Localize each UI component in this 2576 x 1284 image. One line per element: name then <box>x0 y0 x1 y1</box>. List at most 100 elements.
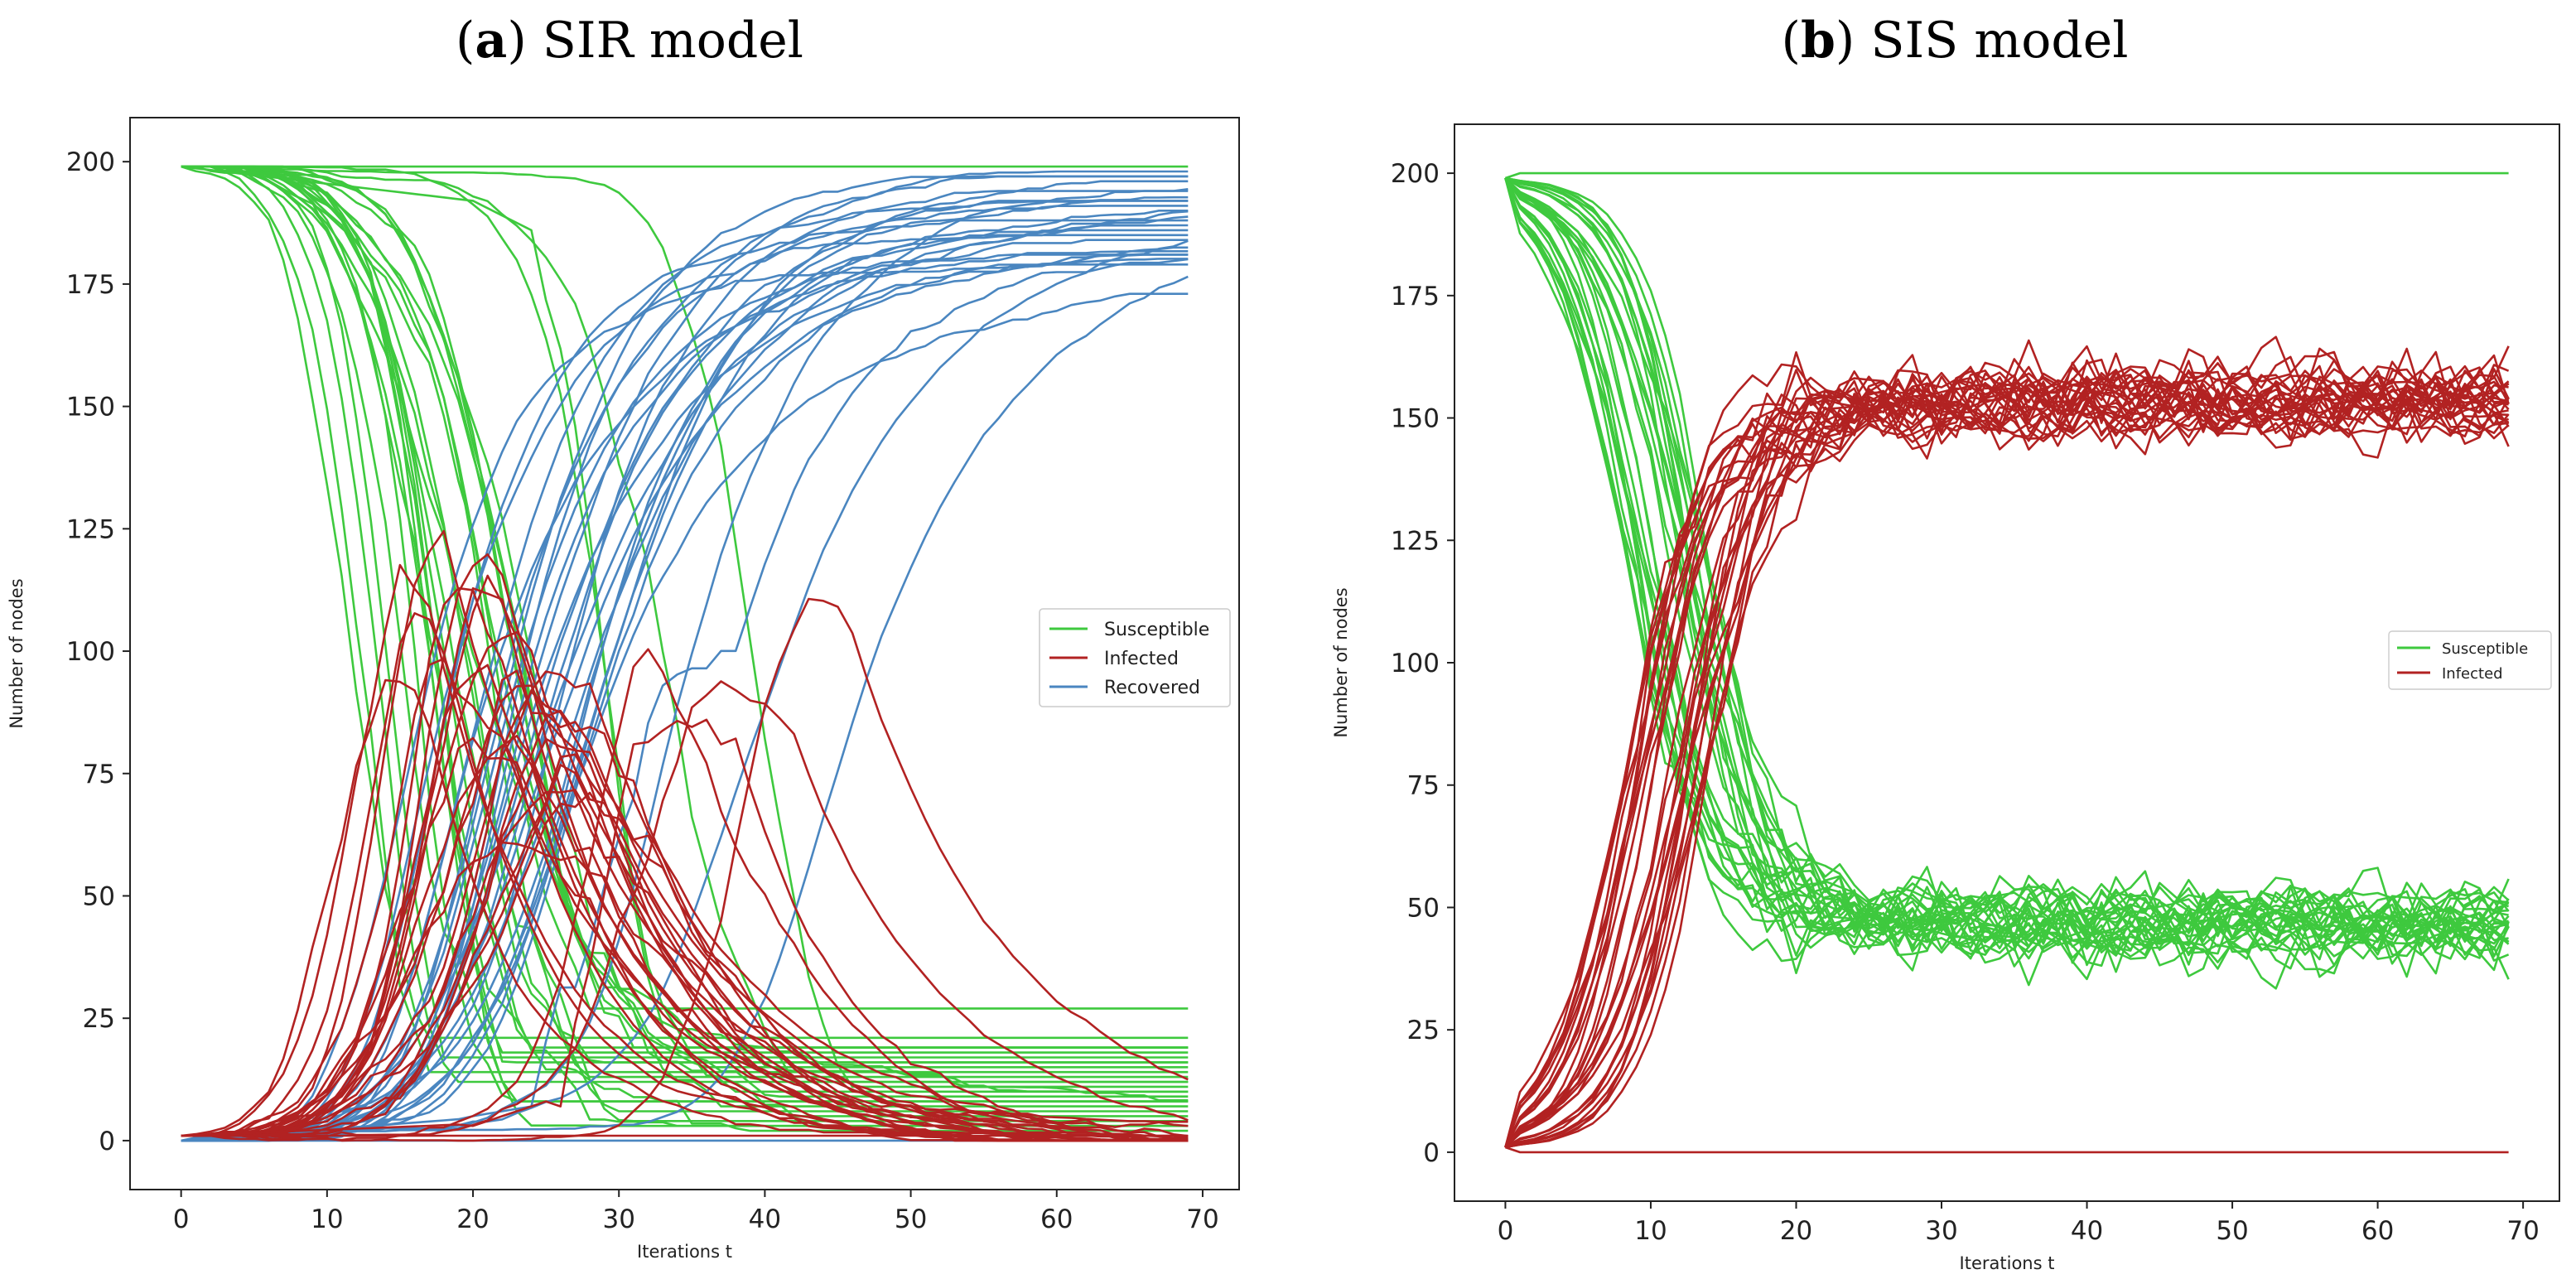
panel-b-legend: Susceptible Infected <box>2388 630 2552 690</box>
susceptible-run-line <box>181 165 1189 1093</box>
infected-run-line <box>1504 347 2509 1148</box>
recovered-run-line <box>181 219 1189 1142</box>
infected-run-line <box>181 718 1189 1137</box>
y-tick-label: 150 <box>1391 404 1440 434</box>
recovered-run-line <box>181 253 1189 1142</box>
recovered-run-line <box>181 190 1189 1142</box>
x-tick-label: 0 <box>1498 1216 1514 1246</box>
recovered-run-line <box>181 180 1189 1142</box>
x-tick-label: 0 <box>173 1204 190 1234</box>
infected-run-line <box>181 737 1189 1142</box>
susceptible-run-line <box>181 165 1189 1093</box>
infected-run-line <box>1504 348 2510 1148</box>
x-tick-label: 20 <box>1780 1216 1812 1246</box>
infected-run-line <box>1505 385 2510 1149</box>
x-tick-label: 60 <box>1040 1204 1073 1234</box>
panel-a-plot-frame <box>129 117 1240 1190</box>
x-tick-label: 10 <box>311 1204 343 1234</box>
susceptible-run-line <box>1504 177 2510 957</box>
susceptible-run-line <box>181 165 1189 1089</box>
infected-run-line <box>181 789 1189 1137</box>
legend-label-recovered: Recovered <box>1104 678 1200 698</box>
y-tick-label: 125 <box>1391 526 1440 556</box>
x-tick-label: 50 <box>2216 1216 2248 1246</box>
susceptible-run-line <box>181 165 1189 1108</box>
y-tick-label: 200 <box>66 147 115 177</box>
y-tick-label: 50 <box>83 881 115 911</box>
infected-run-line <box>1504 345 2510 1148</box>
recovered-run-line <box>181 246 1189 1142</box>
y-tick-label: 175 <box>66 270 115 300</box>
infected-run-line <box>181 574 1189 1142</box>
susceptible-run-line <box>1504 177 2509 978</box>
x-axis-label: Iterations t <box>1960 1253 2055 1273</box>
legend-label-infected: Infected <box>2442 665 2503 683</box>
infected-run-line <box>181 648 1189 1142</box>
susceptible-run-line <box>181 165 1189 1040</box>
y-tick-label: 25 <box>83 1004 115 1034</box>
recovered-run-line <box>181 215 1189 1142</box>
panel-a-legend: Susceptible Infected Recovered <box>1039 608 1231 707</box>
legend-label-susceptible: Susceptible <box>2442 640 2528 658</box>
y-tick-label: 175 <box>1391 282 1440 311</box>
infected-run-line <box>181 680 1189 1139</box>
x-tick-label: 70 <box>2506 1216 2539 1246</box>
panel-b-series-susceptible <box>1504 171 2510 990</box>
susceptible-run-line <box>1504 177 2510 960</box>
y-tick-label: 100 <box>66 637 115 667</box>
infected-run-line <box>1504 381 2510 1148</box>
infected-run-line <box>181 597 1189 1142</box>
x-tick-label: 40 <box>749 1204 781 1234</box>
infected-run-line <box>1504 378 2510 1148</box>
y-tick-label: 200 <box>1391 159 1440 189</box>
infected-run-line <box>1504 369 2510 1148</box>
recovered-run-line <box>181 200 1189 1142</box>
legend-box <box>2388 630 2552 690</box>
x-tick-label: 50 <box>895 1204 927 1234</box>
susceptible-run-line <box>1504 177 2509 973</box>
susceptible-run-line <box>181 165 1189 1103</box>
panel-b-axes: 0 10 20 30 40 50 60 70 0 25 50 75 100 125 150 175 200 Ite… <box>1331 159 2540 1273</box>
legend-box <box>1039 608 1231 707</box>
x-tick-label: 60 <box>2361 1216 2394 1246</box>
x-tick-label: 20 <box>456 1204 489 1234</box>
y-tick-label: 0 <box>99 1127 115 1156</box>
infected-run-line <box>1505 378 2510 1149</box>
y-tick-label: 25 <box>1407 1016 1440 1045</box>
y-axis-label: Number of nodes <box>7 578 27 728</box>
susceptible-run-line <box>181 165 1189 1079</box>
x-axis-label: Iterations t <box>637 1242 732 1262</box>
y-tick-label: 0 <box>1423 1138 1440 1168</box>
x-tick-label: 30 <box>1925 1216 1957 1246</box>
susceptible-run-line <box>181 165 1189 1064</box>
panel-a-series-infected <box>181 529 1189 1142</box>
legend-label-infected: Infected <box>1104 649 1179 669</box>
x-tick-label: 10 <box>1634 1216 1667 1246</box>
susceptible-run-line <box>1504 171 2509 180</box>
susceptible-run-line <box>1504 177 2510 977</box>
y-tick-label: 100 <box>1391 649 1440 678</box>
susceptible-run-line <box>1504 177 2510 981</box>
susceptible-run-line <box>1504 177 2510 980</box>
y-tick-label: 75 <box>1407 771 1440 801</box>
susceptible-run-line <box>1504 176 2510 987</box>
infected-run-line <box>181 612 1189 1142</box>
panel-b-series-infected <box>1504 335 2510 1154</box>
x-tick-label: 70 <box>1186 1204 1218 1234</box>
susceptible-run-line <box>181 165 1189 1098</box>
recovered-run-line <box>181 250 1189 1142</box>
y-tick-label: 125 <box>66 514 115 544</box>
panel-b-title: (b) SIS model <box>1781 12 2129 70</box>
legend-label-susceptible: Susceptible <box>1104 620 1209 640</box>
panel-a-series-recovered <box>181 170 1189 1142</box>
y-tick-label: 150 <box>66 393 115 422</box>
infected-run-line <box>181 586 1189 1142</box>
y-axis-label: Number of nodes <box>1331 587 1351 737</box>
infected-run-line <box>181 586 1189 1142</box>
recovered-run-line <box>181 188 1189 1142</box>
x-tick-label: 40 <box>2071 1216 2103 1246</box>
panel-b-plot-frame <box>1454 123 2560 1202</box>
x-tick-label: 30 <box>602 1204 634 1234</box>
